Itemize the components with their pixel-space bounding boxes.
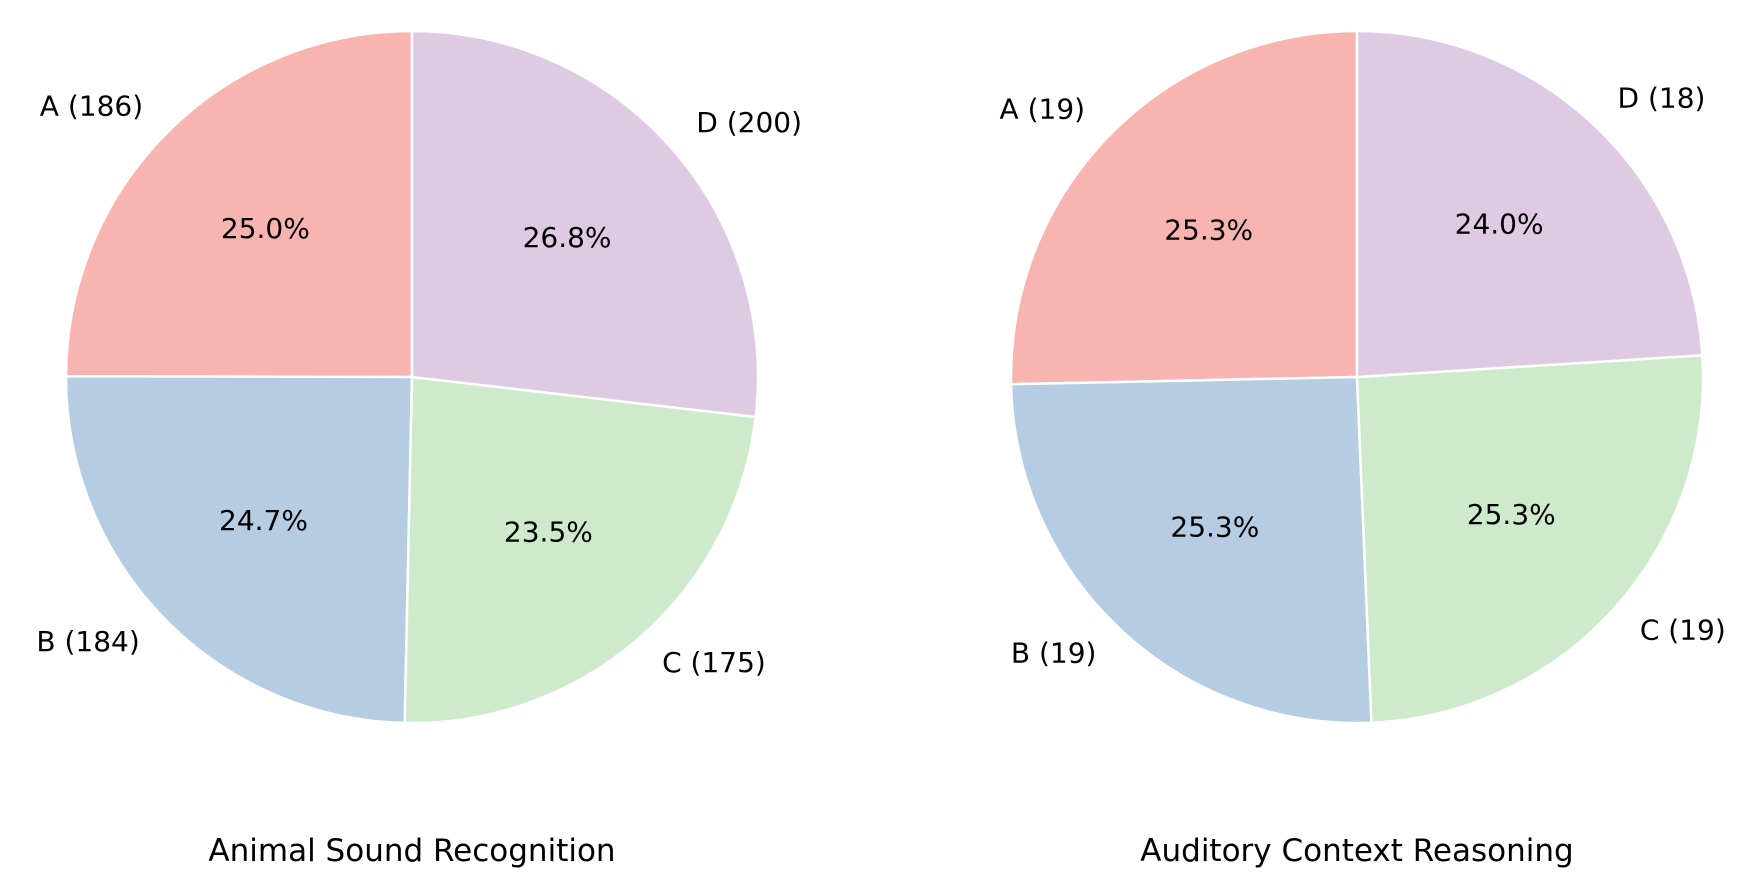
- pie-slice-d: [1355, 29, 1704, 379]
- slice-label-d: D (200): [696, 106, 802, 139]
- pie-chart-auditory-context-reasoning: A (19) 25.3% B (19) 25.3% C (19) 25.3% D (18) 2…: [1000, 29, 1726, 725]
- chart-title-animal-sound-recognition: Animal Sound Recognition: [208, 833, 615, 869]
- pie-slice-c: [1355, 354, 1705, 724]
- percent-label-b: 24.7%: [219, 504, 308, 537]
- slice-label-b: B (184): [36, 625, 139, 658]
- percent-label-c: 23.5%: [504, 516, 593, 549]
- percent-label-a: 25.3%: [1164, 214, 1253, 247]
- slice-label-a: A (19): [1000, 93, 1086, 126]
- pie-chart-animal-sound-recognition: A (186) 25.0% B (184) 24.7% C (175) 23.5% D (2…: [36, 29, 802, 725]
- slice-label-a: A (186): [40, 90, 143, 123]
- chart-title-auditory-context-reasoning: Auditory Context Reasoning: [1140, 833, 1573, 869]
- percent-label-d: 26.8%: [523, 221, 612, 254]
- slice-label-c: C (175): [662, 646, 766, 679]
- slice-label-c: C (19): [1640, 614, 1726, 647]
- percent-label-d: 24.0%: [1455, 208, 1544, 241]
- pie-slice-a: [64, 29, 414, 379]
- percent-label-a: 25.0%: [221, 212, 310, 245]
- slice-label-b: B (19): [1011, 636, 1097, 669]
- pie-slice-b: [64, 375, 414, 725]
- percent-label-c: 25.3%: [1467, 498, 1556, 531]
- slice-label-d: D (18): [1618, 82, 1706, 115]
- percent-label-b: 25.3%: [1170, 510, 1259, 543]
- pie-slice-c: [403, 375, 757, 725]
- pie-slice-a: [1009, 29, 1359, 386]
- pie-slice-d: [410, 29, 760, 419]
- pie-slice-b: [1009, 375, 1373, 725]
